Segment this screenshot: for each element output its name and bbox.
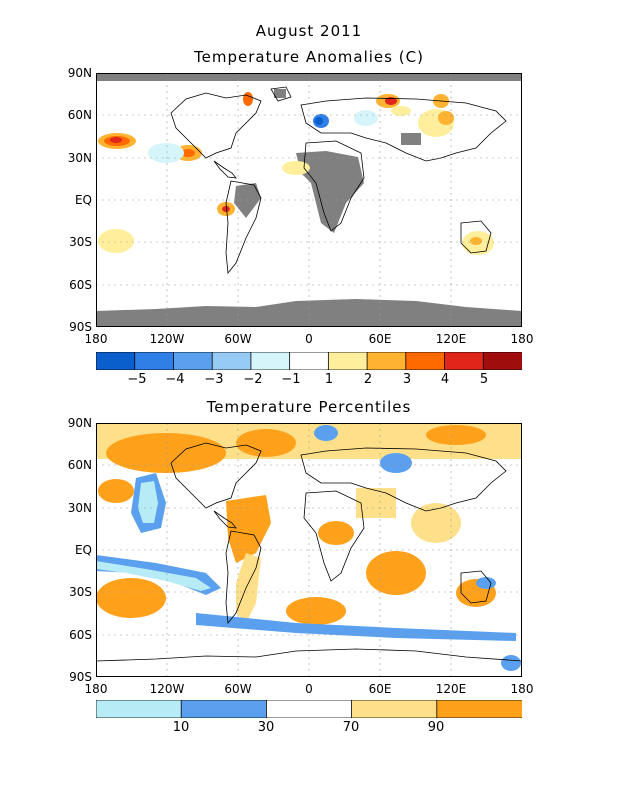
anomaly-fields — [96, 73, 522, 327]
percentile-color-swatch — [436, 700, 522, 718]
pct-lon-label: 60W — [224, 682, 252, 696]
anom-cbar-label: −4 — [165, 372, 185, 387]
anom-lat-label: 60N — [67, 108, 92, 122]
pct-lat-label: 30S — [69, 585, 92, 599]
percentile-color-swatch — [265, 700, 353, 718]
pct-lat-label: EQ — [74, 543, 92, 557]
anomaly-color-swatch — [96, 352, 136, 370]
pct-cbar-label: 10 — [172, 720, 190, 735]
pct-lat-label: 60S — [69, 628, 92, 642]
anom-lat-label: EQ — [74, 193, 92, 207]
anom-cbar-label: 1 — [324, 372, 334, 387]
anomaly-color-swatch — [366, 352, 407, 370]
anomaly-color-swatch — [250, 352, 291, 370]
pct-cbar-label: 70 — [342, 720, 360, 735]
anom-cbar-label: 2 — [363, 372, 373, 387]
percentile-color-swatch — [351, 700, 438, 718]
percentile-map — [96, 423, 522, 677]
anom-lon-label: 60E — [368, 332, 392, 346]
figure-title-percentiles: Temperature Percentiles — [206, 398, 412, 416]
anom-lat-label: 60S — [69, 278, 92, 292]
anom-cbar-label: −3 — [204, 372, 224, 387]
anomaly-coastlines — [170, 86, 507, 275]
anom-cbar-label: −1 — [281, 372, 301, 387]
anomaly-color-swatch — [327, 352, 368, 370]
anom-lon-label: 180 — [510, 332, 534, 346]
pct-lon-label: 120W — [149, 682, 185, 696]
anom-cbar-label: 3 — [402, 372, 412, 387]
pct-lon-label: 120E — [435, 682, 467, 696]
anomaly-map — [96, 73, 522, 327]
anomaly-color-swatch — [134, 352, 175, 370]
percentile-colorbar — [96, 700, 522, 718]
anom-cbar-label: 5 — [479, 372, 489, 387]
pct-cbar-label: 30 — [257, 720, 275, 735]
anom-lat-label: 30S — [69, 235, 92, 249]
percentile-color-swatch — [96, 700, 183, 718]
anom-lon-label: 120W — [149, 332, 185, 346]
percentile-gridlines — [96, 423, 522, 677]
pct-lat-label: 60N — [67, 458, 92, 472]
pct-lon-label: 60E — [368, 682, 392, 696]
anom-lon-label: 0 — [305, 332, 313, 346]
pct-lon-label: 180 — [84, 682, 108, 696]
anomaly-color-swatch — [173, 352, 214, 370]
anom-lat-label: 90N — [67, 66, 92, 80]
anomaly-color-swatch — [405, 352, 446, 370]
pct-lon-label: 0 — [305, 682, 313, 696]
percentile-coastlines — [96, 442, 522, 662]
anomaly-color-swatch — [444, 352, 485, 370]
anomaly-colorbar — [96, 352, 522, 370]
anomaly-color-swatch — [482, 352, 522, 370]
anomaly-gridlines — [96, 73, 522, 327]
anom-cbar-label: −5 — [127, 372, 147, 387]
pct-lat-label: 90S — [69, 670, 92, 684]
figure-title-anomalies: Temperature Anomalies (C) — [194, 48, 424, 66]
anom-lon-label: 60W — [224, 332, 252, 346]
anom-cbar-label: −2 — [243, 372, 263, 387]
anom-lon-label: 180 — [84, 332, 108, 346]
pct-lat-label: 90N — [67, 416, 92, 430]
figure-title-date: August 2011 — [255, 22, 363, 40]
anom-lat-label: 90S — [69, 320, 92, 334]
anom-cbar-label: 4 — [440, 372, 450, 387]
pct-lon-label: 180 — [510, 682, 534, 696]
pct-cbar-label: 90 — [427, 720, 445, 735]
anom-lon-label: 120E — [435, 332, 467, 346]
anomaly-color-swatch — [289, 352, 330, 370]
anomaly-color-swatch — [211, 352, 252, 370]
percentile-color-swatch — [180, 700, 268, 718]
pct-lat-label: 30N — [67, 501, 92, 515]
anom-lat-label: 30N — [67, 151, 92, 165]
